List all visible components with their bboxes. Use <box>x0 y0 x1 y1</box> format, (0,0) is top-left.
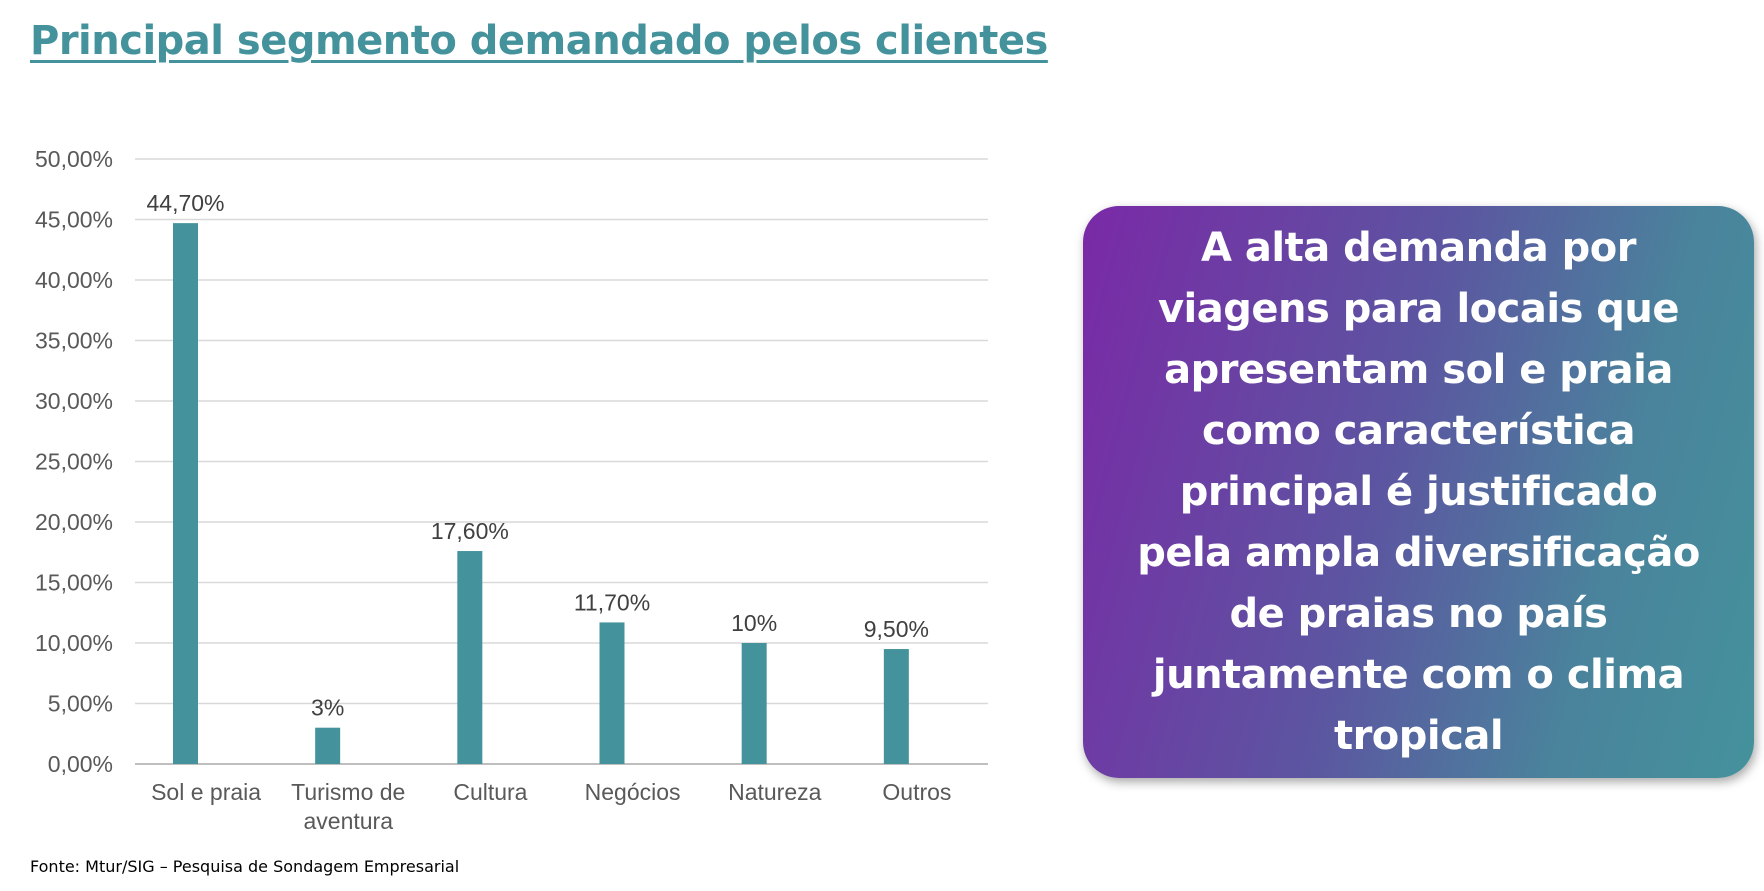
x-tick-label: Cultura <box>453 779 527 805</box>
y-tick-label: 15,00% <box>35 570 113 596</box>
bar <box>599 622 625 764</box>
y-tick-label: 30,00% <box>35 388 113 414</box>
data-label: 17,60% <box>431 518 509 544</box>
callout-box: A alta demanda por viagens para locais q… <box>1083 206 1754 778</box>
x-tick-label: Turismo de <box>291 779 405 805</box>
y-tick-label: 25,00% <box>35 449 113 475</box>
y-tick-label: 10,00% <box>35 630 113 656</box>
bar-chart: 0,00% 5,00% 10,00% 15,00% 20,00% 25,00% 30,00%… <box>35 146 988 834</box>
data-label: 44,70% <box>146 190 224 216</box>
page-title: Principal segmento demandado pelos clien… <box>30 18 1048 64</box>
callout-text: A alta demanda por viagens para locais q… <box>1137 224 1700 759</box>
x-tick-label: Natureza <box>728 779 822 805</box>
data-label: 3% <box>311 695 344 721</box>
bar <box>457 551 483 764</box>
y-tick-label: 45,00% <box>35 207 113 233</box>
y-tick-label: 50,00% <box>35 146 113 172</box>
x-tick-label: Negócios <box>585 779 681 805</box>
y-tick-label: 35,00% <box>35 328 113 354</box>
data-label: 9,50% <box>864 616 929 642</box>
y-tick-label: 0,00% <box>48 751 113 777</box>
data-label: 10% <box>731 610 777 636</box>
bar <box>883 649 909 764</box>
y-tick-label: 40,00% <box>35 267 113 293</box>
x-tick-label: aventura <box>303 808 393 834</box>
y-tick-label: 5,00% <box>48 691 113 717</box>
bar <box>741 643 767 764</box>
source-note: Fonte: Mtur/SIG – Pesquisa de Sondagem E… <box>30 857 460 876</box>
data-label: 11,70% <box>574 589 650 615</box>
bar <box>173 223 198 764</box>
y-tick-label: 20,00% <box>35 509 113 535</box>
x-tick-label: Sol e praia <box>151 779 261 805</box>
x-tick-label: Outros <box>882 779 951 805</box>
bar <box>315 727 341 764</box>
